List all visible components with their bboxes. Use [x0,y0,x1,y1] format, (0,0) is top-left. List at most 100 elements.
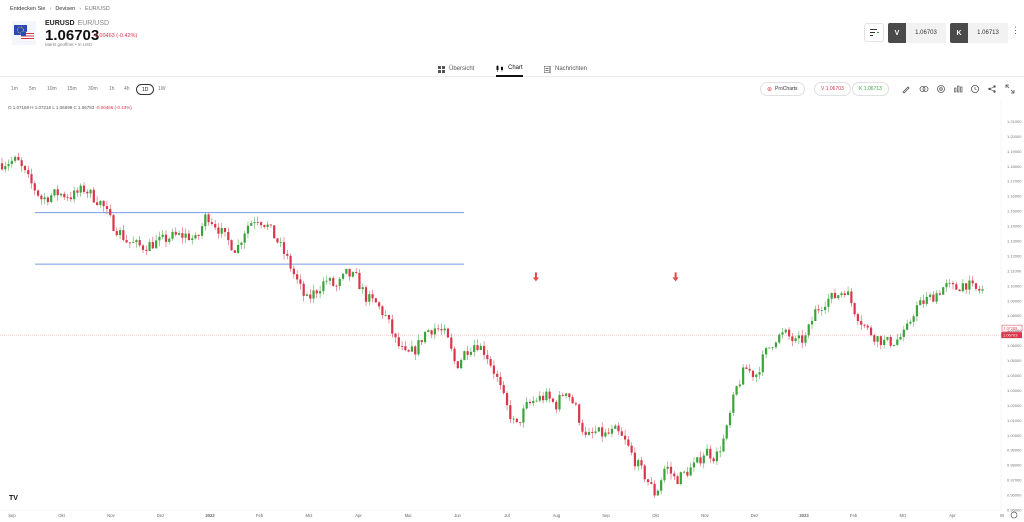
tab-news[interactable]: Nachrichten [544,61,587,77]
candle-body [719,451,722,453]
candle-body [410,346,414,352]
x-tick-label: 2022 [205,513,215,518]
candle-body [896,339,899,345]
sell-price[interactable]: 1.06703 [906,23,946,43]
timeframe-1d[interactable]: 1D [136,84,155,95]
candle-body [292,268,295,275]
candle-body [532,400,535,404]
fullscreen-icon[interactable] [1005,84,1015,94]
candle-body [348,268,351,277]
candle-body [387,314,391,320]
breadcrumb-item-current: EUR/USD [85,6,110,12]
pencil-icon[interactable] [901,84,911,94]
buy-pill-button[interactable]: K 1.06713 [852,82,889,96]
price-chart[interactable]: 1.06703 1.07169 1.21000 1.20000 1.19000 1.18… [0,100,1024,522]
candle-body [955,284,958,290]
candle-body [774,342,778,348]
timeframe-10m[interactable]: 10m [47,86,57,92]
tab-overview[interactable]: Übersicht [438,61,474,77]
candle-body [335,285,338,287]
timeframe-30m[interactable]: 30m [88,86,98,92]
candle-body [558,394,561,410]
candle-body [948,282,951,284]
candle-body [135,240,138,242]
timeframe-15m[interactable]: 15m [67,86,77,92]
x-tick-label: Okt [58,513,65,518]
candle-body [709,448,712,459]
x-tick-label: Okt [652,513,659,518]
candle-body [63,193,66,198]
breadcrumb-item-discover[interactable]: Entdecken Sie [10,6,46,12]
clock-icon[interactable] [970,84,980,94]
indicators-icon[interactable] [919,84,929,94]
candle-body [512,418,515,420]
candle-body [355,272,358,273]
timeframe-5m[interactable]: 5m [29,86,36,92]
sell-button[interactable]: V [888,23,906,43]
candle-body [89,189,92,194]
timeframe-4h[interactable]: 4h [124,86,130,92]
sell-pill-button[interactable]: V 1.06703 [814,82,851,96]
y-tick-label: 0.97000 [1007,478,1022,483]
candle-body [384,314,387,316]
grid-icon [438,65,445,73]
candle-body [617,425,620,432]
candle-body [161,234,164,237]
candle-body [951,282,955,285]
share-icon[interactable] [987,84,997,94]
last-price-tag [1001,324,1023,332]
procharts-button[interactable]: ⊕ ProCharts [760,82,805,96]
candle-body [397,337,400,347]
y-tick-label: 1.12000 [1007,253,1022,258]
candle-body [656,490,659,496]
timeframe-1m[interactable]: 1m [11,86,18,92]
candle-body [886,337,889,340]
candle-body [519,422,522,423]
last-price-label: 1.07169 [1004,327,1018,331]
candle-body [751,370,755,378]
tab-chart[interactable]: Chart [496,61,523,77]
candle-body [942,287,945,295]
chart-type-icon[interactable] [953,84,963,94]
candle-body [597,427,600,432]
watchlist-menu-button[interactable] [864,23,884,42]
candle-body [141,245,145,250]
buy-price[interactable]: 1.06713 [968,23,1008,43]
candle-body [204,214,207,227]
candle-body [20,160,23,167]
candle-body [30,174,33,184]
candle-body [686,471,689,476]
candle-body [496,373,499,377]
candle-body [702,455,705,464]
timeframe-1w[interactable]: 1W [158,86,166,92]
candle-body [863,324,866,326]
candle-body [0,163,4,170]
more-options-icon[interactable]: ⋮ [1011,25,1020,35]
candles [0,152,984,498]
candle-body [705,448,709,456]
candle-body [358,272,361,290]
candle-body [574,403,577,405]
y-tick-label: 1.08000 [1007,313,1022,318]
candle-body [906,323,909,330]
candle-body [965,283,968,290]
candle-body [978,288,981,291]
y-tick-label: 0.98000 [1007,463,1022,468]
buy-button[interactable]: K [950,23,968,43]
candle-body [545,391,548,401]
candle-body [601,427,604,437]
timeframe-1h[interactable]: 1h [109,86,115,92]
axis-settings-icon[interactable] [1010,511,1018,519]
candle-body [578,404,581,423]
candle-body [860,321,863,325]
breadcrumb-item-forex[interactable]: Devisen [55,6,76,12]
tab-label: Übersicht [449,66,475,72]
candle-body [309,294,312,299]
candle-body [23,166,27,171]
candle-body [115,230,118,236]
y-tick-label: 1.17000 [1007,179,1022,184]
candle-body [151,242,154,249]
candle-body [338,278,341,287]
settings-icon[interactable] [936,84,946,94]
candle-body [525,401,528,409]
